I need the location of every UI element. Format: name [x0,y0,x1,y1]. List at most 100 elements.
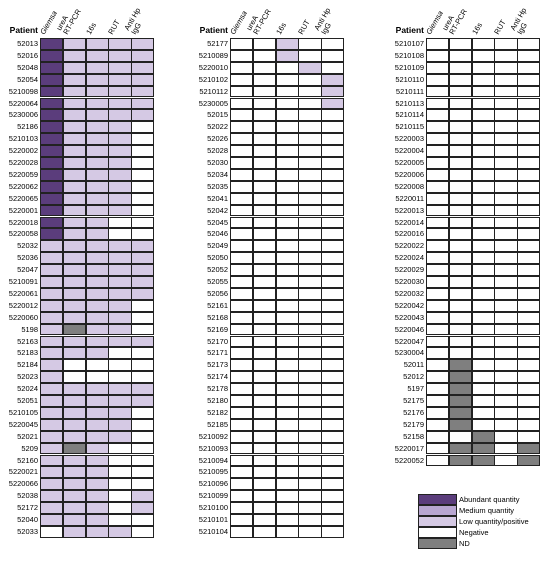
result-cell [62,145,87,157]
patient-id: 5220064 [8,98,38,108]
result-cell [426,442,450,455]
result-cell [321,323,345,336]
result-cell [62,216,87,229]
result-cell [321,514,345,526]
patient-id: 52186 [17,122,38,132]
result-cell [108,61,132,74]
result-cell [85,240,109,253]
result-cell [230,121,254,134]
result-cell [252,514,277,526]
patient-id: 5220018 [8,217,38,227]
result-cell [448,49,473,62]
table-row: 52040 [2,514,155,526]
patient-id: 5220046 [394,324,424,334]
table-row: 5210092 [190,430,345,443]
result-cell [494,240,518,253]
table-row: 52160 [2,454,155,467]
result-cell [426,73,450,86]
result-cell [131,347,155,360]
patient-id: 52163 [17,336,38,346]
result-cell [85,180,109,193]
patient-id: 5220014 [394,217,424,227]
patient-id: 52011 [403,360,424,370]
result-cell [275,323,299,336]
legend-label: Medium quantity [459,506,515,515]
result-cell [426,252,450,265]
patient-id: 52032 [17,241,38,251]
table-row: 5220058 [2,228,155,241]
table-row: 52021 [2,430,155,443]
table-row: 5220043 [384,311,541,324]
result-cell [131,335,155,348]
result-cell [40,525,64,538]
result-cell [108,204,132,217]
result-cell [62,252,87,265]
result-cell [321,97,345,110]
result-cell [85,406,109,419]
result-cell [131,359,155,372]
result-cell [62,97,87,110]
table-row: 5220030 [384,276,541,288]
result-cell [85,85,109,98]
patient-id: 5210115 [395,122,424,132]
result-cell [62,466,87,479]
result-cell [252,276,277,288]
table-row: 52054 [2,73,155,86]
result-cell [275,478,299,491]
legend-label: Low quantity/positive [459,517,529,526]
result-cell [448,395,473,407]
result-cell [275,276,299,288]
result-cell [517,359,541,372]
table-row: 52034 [190,168,345,181]
result-cell [108,121,132,134]
result-cell [448,85,473,98]
result-cell [517,454,541,467]
table-row: 52172 [2,502,155,514]
table-row: 52041 [190,192,345,205]
result-cell [62,442,87,455]
table-row: 5220064 [2,97,155,110]
result-cell [471,311,495,324]
legend-label: Negative [459,528,489,537]
result-cell [85,192,109,205]
result-cell [426,276,450,288]
table-row: 5220005 [384,157,541,169]
patient-id: 5220008 [394,181,424,191]
result-cell [426,228,450,241]
table-row: 5210112 [190,85,345,98]
result-cell [298,514,322,526]
result-cell [494,442,518,455]
result-cell [448,121,473,134]
result-cell [85,502,109,514]
result-cell [494,216,518,229]
legend-item: ND [418,538,550,549]
result-cell [471,442,495,455]
result-cell [131,502,155,514]
patient-id: 52047 [17,265,38,275]
result-cell [40,347,64,360]
result-cell [448,180,473,193]
result-cell [131,168,155,181]
table-row: 5230004 [384,347,541,360]
result-cell [298,252,322,265]
patient-id: 5220003 [394,134,424,144]
result-cell [298,395,322,407]
result-cell [230,442,254,455]
result-cell [85,109,109,122]
patient-id: 52036 [17,253,38,263]
result-cell [471,73,495,86]
table-row: 52169 [190,323,345,336]
result-cell [275,311,299,324]
table-row: 5220046 [384,323,541,336]
result-cell [252,299,277,312]
result-cell [426,97,450,110]
result-cell [471,430,495,443]
result-cell [62,383,87,395]
result-cell [85,454,109,467]
result-cell [108,216,132,229]
result-cell [230,252,254,265]
result-cell [62,180,87,193]
result-cell [426,406,450,419]
result-cell [85,335,109,348]
table-row: 52013 [2,38,155,50]
